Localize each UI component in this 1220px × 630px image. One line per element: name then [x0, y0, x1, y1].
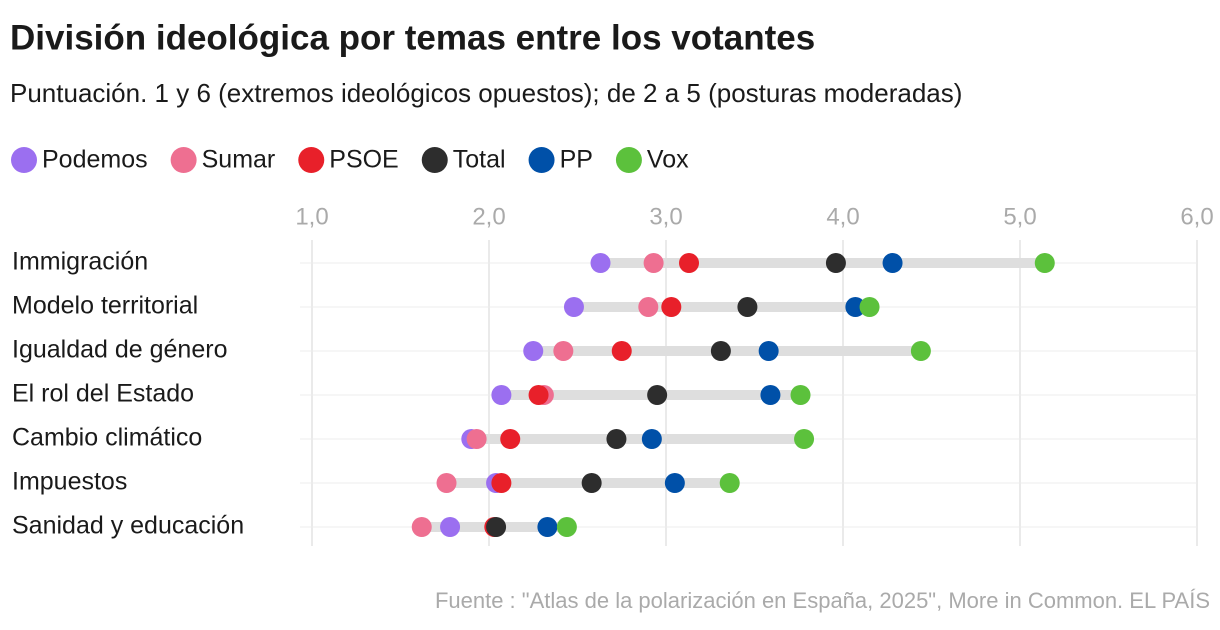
dot [760, 385, 781, 405]
y-tick-label: El rol del Estado [12, 380, 194, 408]
dot [1034, 253, 1055, 273]
dot [641, 429, 662, 449]
y-tick-label: Igualdad de género [12, 336, 227, 364]
x-tick-label: 5,0 [1003, 203, 1036, 230]
dot [845, 297, 866, 317]
legend-marker [528, 147, 555, 173]
dot [794, 429, 815, 449]
legend-marker [170, 147, 197, 173]
y-tick-label: Immigración [12, 248, 148, 276]
chart-subtitle: Puntuación. 1 y 6 (extremos ideológicos … [10, 78, 962, 108]
legend-label: Podemos [42, 146, 148, 174]
legend-label: PP [560, 146, 593, 174]
dot [643, 253, 664, 273]
x-tick-label: 3,0 [649, 203, 682, 230]
dot [500, 429, 521, 449]
source: Fuente : "Atlas de la polarización en Es… [435, 588, 1210, 613]
dot [647, 385, 668, 405]
y-tick-label: Sanidad y educación [12, 512, 244, 540]
dot [611, 341, 632, 361]
dot [440, 517, 461, 537]
dot [790, 385, 811, 405]
dot [466, 429, 487, 449]
legend-label: Total [453, 146, 506, 174]
dot [710, 341, 731, 361]
legend-label: Sumar [202, 146, 276, 174]
y-tick-label: Cambio climático [12, 424, 202, 452]
dot [486, 517, 507, 537]
dot [563, 297, 584, 317]
x-tick-label: 4,0 [826, 203, 859, 230]
dot [537, 517, 558, 537]
dot [737, 297, 758, 317]
dot [590, 253, 611, 273]
dot [556, 517, 577, 537]
dot [664, 473, 685, 493]
chart-title: División ideológica por temas entre los … [10, 18, 815, 57]
dot [758, 341, 779, 361]
y-tick-label: Impuestos [12, 468, 127, 496]
dot [825, 253, 846, 273]
dot [638, 297, 659, 317]
dot [882, 253, 903, 273]
dot [679, 253, 700, 273]
dot [719, 473, 740, 493]
legend-marker [615, 147, 642, 173]
y-tick-label: Modelo territorial [12, 292, 198, 320]
dot [661, 297, 682, 317]
dot [528, 385, 549, 405]
x-tick-label: 1,0 [295, 203, 328, 230]
x-tick-label: 6,0 [1180, 203, 1213, 230]
legend-label: Vox [647, 146, 689, 174]
dot [606, 429, 627, 449]
dot [411, 517, 432, 537]
dot [436, 473, 457, 493]
dot [523, 341, 544, 361]
legend-marker [11, 147, 37, 173]
dot [581, 473, 602, 493]
dot [859, 297, 880, 317]
legend-marker [421, 147, 448, 173]
dot [553, 341, 574, 361]
legend-marker [298, 147, 325, 173]
dot [910, 341, 931, 361]
x-tick-label: 2,0 [472, 203, 505, 230]
dot [491, 473, 512, 493]
legend-label: PSOE [329, 146, 398, 174]
dot [491, 385, 512, 405]
